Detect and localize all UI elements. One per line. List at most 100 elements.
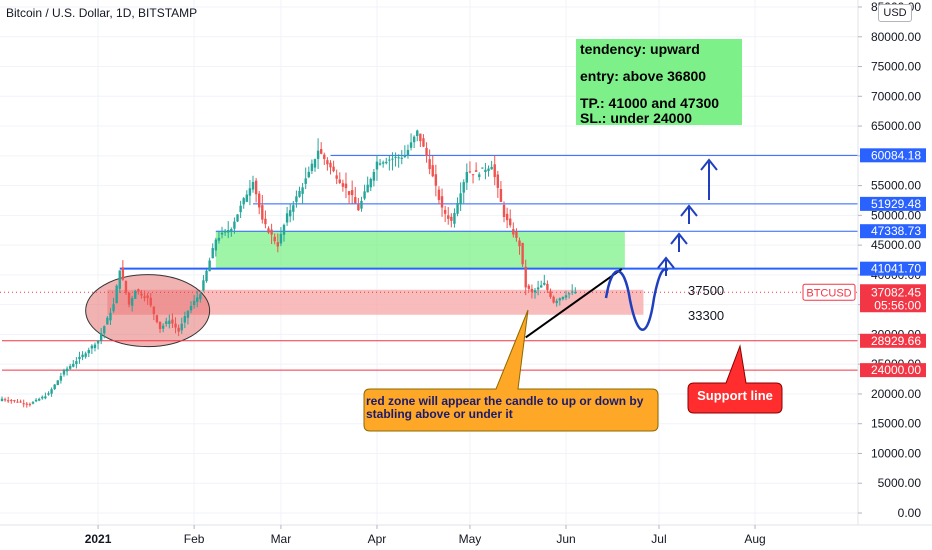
candle-body — [81, 354, 84, 358]
candle-body — [0, 398, 4, 402]
candle-body — [316, 150, 320, 159]
candle-body — [199, 294, 202, 300]
candle-body — [41, 396, 44, 399]
candle-body — [248, 188, 252, 196]
candle-body — [481, 167, 484, 169]
candle-body — [515, 231, 518, 238]
candle-body — [93, 344, 97, 348]
candle-body — [99, 333, 103, 341]
candle-body — [267, 228, 270, 233]
candle-body — [127, 292, 131, 305]
candle-body — [10, 400, 13, 402]
candle-body — [450, 216, 453, 221]
candle-body — [409, 142, 413, 148]
candle-body — [112, 304, 115, 312]
candle-body — [264, 218, 267, 225]
candle-body — [372, 171, 376, 181]
candle-body — [403, 156, 407, 158]
candle-body — [397, 157, 400, 159]
candle-body — [282, 224, 286, 235]
candle-body — [143, 296, 146, 299]
candle-body — [261, 205, 264, 220]
candle-body — [223, 230, 227, 233]
candle-body — [103, 326, 106, 334]
candle-body — [406, 149, 410, 156]
candle-body — [161, 325, 165, 329]
candle-body — [521, 242, 524, 265]
symbol-badge-label: BTCUSD — [806, 287, 851, 299]
candle-body — [279, 233, 283, 244]
x-tick-label: Aug — [744, 532, 765, 546]
candle-body — [564, 295, 568, 298]
candle-body — [558, 298, 562, 301]
candle-body — [301, 187, 304, 194]
candle-body — [31, 402, 35, 404]
candle-body — [217, 237, 221, 241]
candle-body — [242, 198, 245, 205]
candle-body — [72, 363, 75, 367]
candle-body — [512, 229, 515, 235]
candle-body — [354, 197, 357, 204]
y-tick-label: 55000.00 — [871, 179, 921, 193]
current-price-label: 37082.45 — [871, 285, 921, 299]
candle-body — [366, 184, 369, 193]
y-tick-label: 0.00 — [898, 506, 922, 520]
y-tick-label: 10000.00 — [871, 446, 921, 460]
current-price-tag — [860, 284, 926, 313]
zone-label: 33300 — [688, 308, 724, 323]
candle-body — [570, 291, 574, 293]
candle-body — [434, 174, 438, 186]
callout-box — [363, 309, 659, 432]
candle-body — [509, 218, 512, 226]
candle-body — [552, 296, 555, 303]
candle-body — [115, 285, 118, 304]
candle-body — [227, 229, 230, 233]
candle-body — [68, 366, 72, 369]
projection-wave — [604, 268, 669, 331]
candle-body — [385, 161, 388, 164]
candle-body — [527, 285, 531, 289]
note-entry: entry: above 36800 — [580, 68, 707, 84]
x-tick-label: Apr — [368, 532, 387, 546]
x-tick-label: Feb — [184, 532, 205, 546]
candle-body — [437, 189, 441, 200]
candle-body — [567, 293, 571, 295]
candle-body — [369, 178, 372, 188]
candle-body — [533, 290, 537, 293]
candle-body — [189, 305, 193, 311]
candle-body — [502, 204, 506, 218]
candle-body — [171, 319, 174, 324]
y-tick-label: 5000.00 — [878, 476, 922, 490]
level-tag — [860, 333, 926, 348]
candle-body — [357, 204, 360, 211]
candle-body — [391, 158, 394, 160]
candle-body — [394, 156, 397, 158]
candle-body — [341, 183, 345, 187]
candle-body — [456, 202, 459, 214]
candle-body — [47, 393, 50, 395]
candle-body — [505, 213, 509, 221]
candle-body — [22, 403, 25, 405]
candle-body — [245, 194, 249, 202]
candle-body — [295, 196, 298, 202]
candle-body — [53, 384, 56, 390]
candle-body — [180, 323, 183, 331]
candle-body — [453, 213, 456, 224]
y-tick-label: 15000.00 — [871, 417, 921, 431]
candle-body — [75, 361, 78, 364]
arrow-2-head — [670, 232, 688, 245]
candle-body — [56, 380, 59, 386]
candle-body — [239, 205, 242, 213]
x-tick-label: Mar — [271, 532, 292, 546]
y-tick-label: 70000.00 — [871, 89, 921, 103]
candle-body — [428, 159, 431, 170]
currency-button[interactable]: USD — [878, 4, 912, 22]
candle-body — [425, 147, 428, 156]
note-tendency: tendency: upward — [580, 41, 700, 57]
candle-body — [462, 182, 465, 193]
candle-body — [192, 300, 196, 306]
candle-body — [106, 317, 109, 325]
candle-body — [363, 191, 366, 199]
candle-body — [270, 229, 273, 235]
